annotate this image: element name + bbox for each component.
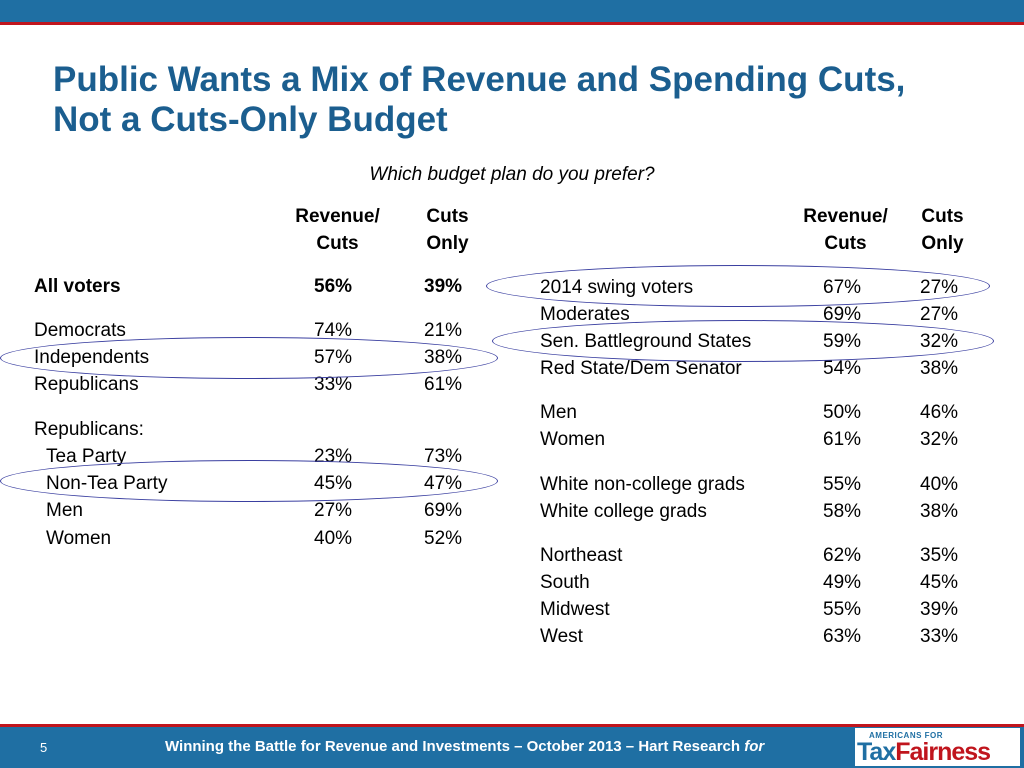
row-label: Moderates — [540, 304, 630, 325]
revenue-value: 54% — [823, 358, 862, 379]
footer-credit: Winning the Battle for Revenue and Inves… — [165, 738, 741, 755]
revenue-value: 56% — [314, 276, 353, 297]
row-label: Democrats — [34, 320, 126, 341]
table-row: All voters 56% 39% — [0, 274, 512, 300]
highlight-ellipse-swing-voters — [486, 265, 990, 307]
table-row: Midwest 55% 39% — [512, 597, 1024, 623]
row-label: Midwest — [540, 599, 610, 620]
table-row-group-heading: Republicans: — [0, 417, 512, 443]
revenue-value: 61% — [823, 429, 862, 450]
cuts-value: 32% — [920, 429, 959, 450]
cuts-value: 39% — [424, 276, 463, 297]
row-label: Tea Party — [46, 446, 127, 467]
footer-rule — [0, 724, 1024, 727]
left-cuts-header-line1: Cuts — [426, 206, 469, 227]
right-revenue-header-line2: Cuts — [824, 233, 867, 254]
row-label: Northeast — [540, 545, 623, 566]
cuts-value: 73% — [424, 446, 463, 467]
highlight-ellipse-non-tea-party — [0, 460, 498, 502]
row-label: West — [540, 626, 583, 647]
table-row: White non-college grads 55% 40% — [512, 472, 1024, 498]
revenue-value: 50% — [823, 402, 862, 423]
table-row: Men 27% 69% — [0, 498, 512, 524]
revenue-value: 55% — [823, 599, 862, 620]
revenue-value: 58% — [823, 501, 862, 522]
highlight-ellipse-independents — [0, 337, 498, 379]
logo-fairness: Fairness — [895, 738, 991, 766]
left-revenue-header-line1: Revenue/ — [295, 206, 380, 227]
footer-for: for — [744, 738, 765, 755]
table-row: Men 50% 46% — [512, 400, 1024, 426]
logo-tax: Tax — [857, 738, 896, 766]
cuts-value: 52% — [424, 528, 463, 549]
table-row: South 49% 45% — [512, 570, 1024, 596]
row-label: All voters — [34, 276, 121, 297]
revenue-value: 69% — [823, 304, 862, 325]
table-row: Northeast 62% 35% — [512, 543, 1024, 569]
table-row: Women 40% 52% — [0, 526, 512, 552]
row-label: Red State/Dem Senator — [540, 358, 742, 379]
table-row: Democrats 74% 21% — [0, 318, 512, 344]
row-label: Men — [46, 500, 83, 521]
table-row: Women 61% 32% — [512, 427, 1024, 453]
right-cuts-header-line1: Cuts — [921, 206, 964, 227]
table-row: Republicans 33% 61% — [0, 372, 512, 398]
revenue-value: 63% — [823, 626, 862, 647]
cuts-value: 69% — [424, 500, 463, 521]
table-row: Moderates 69% 27% — [512, 302, 1024, 328]
footer-bar — [0, 727, 1024, 768]
table-row: Red State/Dem Senator 54% 38% — [512, 356, 1024, 382]
revenue-value: 62% — [823, 545, 862, 566]
cuts-value: 21% — [424, 320, 463, 341]
row-label: Women — [540, 429, 606, 450]
cuts-value: 46% — [920, 402, 959, 423]
left-cuts-header: Cuts Only — [410, 203, 485, 257]
right-cuts-header: Cuts Only — [905, 203, 980, 257]
logo-wordmark: TaxFairness — [857, 738, 991, 767]
row-label: White non-college grads — [540, 474, 745, 495]
revenue-value: 55% — [823, 474, 862, 495]
revenue-value: 40% — [314, 528, 353, 549]
left-revenue-header-line2: Cuts — [316, 233, 359, 254]
left-revenue-header: Revenue/ Cuts — [280, 203, 395, 257]
cuts-value: 39% — [920, 599, 959, 620]
row-label: Republicans — [34, 374, 139, 395]
cuts-value: 45% — [920, 572, 959, 593]
right-revenue-header: Revenue/ Cuts — [788, 203, 903, 257]
highlight-ellipse-battleground — [492, 320, 994, 362]
revenue-value: 27% — [314, 500, 353, 521]
slide-title: Public Wants a Mix of Revenue and Spendi… — [53, 60, 906, 139]
table-row: West 63% 33% — [512, 624, 1024, 650]
top-rule — [0, 22, 1024, 25]
right-revenue-header-line1: Revenue/ — [803, 206, 888, 227]
top-bar — [0, 0, 1024, 22]
question-subtitle: Which budget plan do you prefer? — [369, 164, 655, 185]
cuts-value: 27% — [920, 304, 959, 325]
tax-fairness-logo: AMERICANS FOR TaxFairness — [855, 728, 1020, 766]
cuts-value: 61% — [424, 374, 463, 395]
logo-top-text: AMERICANS FOR — [869, 731, 944, 740]
table-row: White college grads 58% 38% — [512, 499, 1024, 525]
revenue-value: 33% — [314, 374, 353, 395]
revenue-value: 74% — [314, 320, 353, 341]
cuts-value: 35% — [920, 545, 959, 566]
row-label: Men — [540, 402, 577, 423]
cuts-value: 38% — [920, 358, 959, 379]
row-label: White college grads — [540, 501, 707, 522]
footer-text: Winning the Battle for Revenue and Inves… — [165, 738, 764, 755]
revenue-value: 49% — [823, 572, 862, 593]
row-label: Republicans: — [34, 419, 144, 440]
cuts-value: 33% — [920, 626, 959, 647]
right-cuts-header-line2: Only — [921, 233, 964, 254]
row-label: South — [540, 572, 590, 593]
row-label: Women — [46, 528, 112, 549]
cuts-value: 38% — [920, 501, 959, 522]
left-cuts-header-line2: Only — [426, 233, 469, 254]
page-number: 5 — [40, 740, 48, 755]
cuts-value: 40% — [920, 474, 959, 495]
